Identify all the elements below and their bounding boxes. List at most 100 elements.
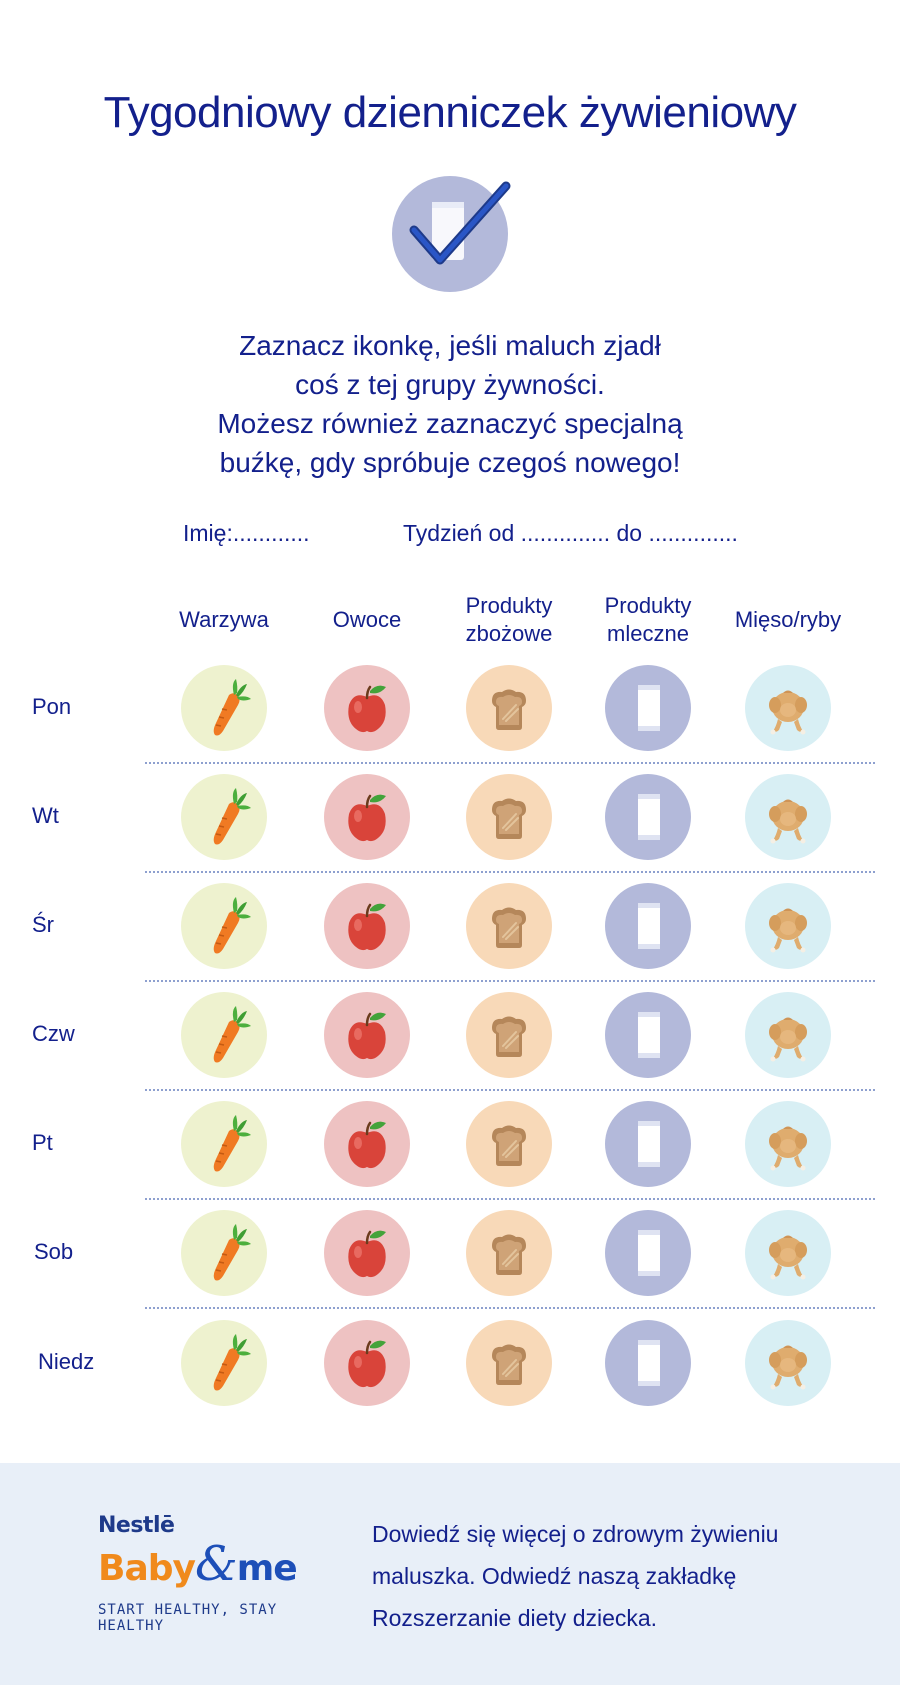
carrot-icon bbox=[213, 1334, 251, 1391]
week-field[interactable]: Tydzień od .............. do ...........… bbox=[403, 520, 738, 546]
row-divider bbox=[145, 762, 875, 764]
milk-glass-checkbox[interactable] bbox=[605, 665, 691, 751]
column-header-line: mleczne bbox=[607, 621, 689, 646]
carrot-icon bbox=[213, 1115, 251, 1172]
bread-checkbox[interactable] bbox=[466, 992, 552, 1078]
carrot-checkbox[interactable] bbox=[181, 1320, 267, 1406]
milk-glass-checkbox[interactable] bbox=[605, 883, 691, 969]
bread-icon bbox=[492, 798, 526, 839]
milk-glass-checkbox[interactable] bbox=[605, 1210, 691, 1296]
carrot-icon bbox=[213, 897, 251, 954]
carrot-checkbox[interactable] bbox=[181, 883, 267, 969]
instructions: Zaznacz ikonkę, jeśli maluch zjadł coś z… bbox=[150, 326, 750, 482]
chicken-checkbox[interactable] bbox=[745, 1320, 831, 1406]
apple-icon bbox=[348, 1012, 386, 1060]
carrot-icon bbox=[213, 1006, 251, 1063]
bread-icon bbox=[492, 1125, 526, 1166]
row-divider bbox=[145, 1198, 875, 1200]
apple-icon bbox=[348, 1230, 386, 1278]
day-label: Śr bbox=[32, 912, 54, 937]
instructions-line: coś z tej grupy żywności. bbox=[295, 369, 605, 400]
instructions-line: Zaznacz ikonkę, jeśli maluch zjadł bbox=[239, 330, 661, 361]
bread-icon bbox=[492, 689, 526, 730]
bread-checkbox[interactable] bbox=[466, 774, 552, 860]
milk-glass-checkbox[interactable] bbox=[605, 1101, 691, 1187]
footer: Nestlē Baby&me START HEALTHY, STAY HEALT… bbox=[0, 1463, 900, 1685]
chicken-icon bbox=[769, 1345, 807, 1390]
brand-me: me bbox=[236, 1548, 298, 1589]
column-header: Produkty mleczne bbox=[573, 592, 723, 648]
column-header-line: Produkty bbox=[465, 593, 553, 618]
apple-icon bbox=[348, 794, 386, 842]
chicken-checkbox[interactable] bbox=[745, 774, 831, 860]
brand-wordmark: Baby&me bbox=[98, 1536, 328, 1592]
milk-glass-checkbox[interactable] bbox=[605, 1320, 691, 1406]
chicken-checkbox[interactable] bbox=[745, 665, 831, 751]
milk-glass-icon bbox=[638, 1012, 660, 1058]
day-label: Czw bbox=[32, 1021, 75, 1046]
chicken-icon bbox=[769, 1017, 807, 1062]
column-header-line: Owoce bbox=[332, 607, 402, 632]
instructions-line: Możesz również zaznaczyć specjalną bbox=[217, 408, 683, 439]
column-header-line: Produkty bbox=[604, 593, 692, 618]
apple-checkbox[interactable] bbox=[324, 774, 410, 860]
carrot-checkbox[interactable] bbox=[181, 665, 267, 751]
bread-icon bbox=[492, 1344, 526, 1385]
milk-glass-icon bbox=[638, 794, 660, 840]
column-header: Warzywa bbox=[149, 606, 299, 634]
bread-checkbox[interactable] bbox=[466, 1101, 552, 1187]
row-divider bbox=[145, 1307, 875, 1309]
milk-glass-icon bbox=[638, 1121, 660, 1167]
chicken-checkbox[interactable] bbox=[745, 883, 831, 969]
apple-icon bbox=[348, 903, 386, 951]
carrot-checkbox[interactable] bbox=[181, 1101, 267, 1187]
milk-glass-icon bbox=[638, 1340, 660, 1386]
carrot-checkbox[interactable] bbox=[181, 774, 267, 860]
row-divider bbox=[145, 1089, 875, 1091]
apple-checkbox[interactable] bbox=[324, 1101, 410, 1187]
footer-text-line: Rozszerzanie diety dziecka. bbox=[372, 1605, 658, 1631]
carrot-icon bbox=[213, 679, 251, 736]
apple-checkbox[interactable] bbox=[324, 883, 410, 969]
chicken-checkbox[interactable] bbox=[745, 1101, 831, 1187]
carrot-icon bbox=[213, 788, 251, 845]
chicken-checkbox[interactable] bbox=[745, 992, 831, 1078]
milk-check-icon bbox=[388, 172, 512, 301]
carrot-checkbox[interactable] bbox=[181, 992, 267, 1078]
brand-nestle: Nestlē bbox=[98, 1513, 175, 1538]
apple-checkbox[interactable] bbox=[324, 665, 410, 751]
column-header: Produkty zbożowe bbox=[434, 592, 584, 648]
bread-checkbox[interactable] bbox=[466, 1320, 552, 1406]
name-field[interactable]: Imię:............ bbox=[183, 520, 310, 546]
apple-checkbox[interactable] bbox=[324, 992, 410, 1078]
bread-checkbox[interactable] bbox=[466, 1210, 552, 1296]
chicken-checkbox[interactable] bbox=[745, 1210, 831, 1296]
column-header-line: zbożowe bbox=[465, 621, 553, 646]
chicken-icon bbox=[769, 799, 807, 844]
day-label: Wt bbox=[32, 803, 59, 828]
bread-icon bbox=[492, 1234, 526, 1275]
nestle-baby-me-logo: Nestlē Baby&me START HEALTHY, STAY HEALT… bbox=[98, 1513, 328, 1634]
bread-checkbox[interactable] bbox=[466, 665, 552, 751]
milk-glass-checkbox[interactable] bbox=[605, 992, 691, 1078]
day-label: Niedz bbox=[38, 1349, 95, 1374]
chicken-icon bbox=[769, 1235, 807, 1280]
carrot-checkbox[interactable] bbox=[181, 1210, 267, 1296]
brand-tagline: START HEALTHY, STAY HEALTHY bbox=[98, 1602, 278, 1634]
apple-icon bbox=[348, 1121, 386, 1169]
row-divider bbox=[145, 871, 875, 873]
milk-glass-icon bbox=[638, 685, 660, 731]
bread-icon bbox=[492, 907, 526, 948]
apple-checkbox[interactable] bbox=[324, 1320, 410, 1406]
brand-baby: Baby bbox=[98, 1548, 196, 1589]
apple-icon bbox=[348, 1340, 386, 1388]
footer-text-line: maluszka. Odwiedź naszą zakładkę bbox=[372, 1563, 737, 1589]
milk-glass-checkbox[interactable] bbox=[605, 774, 691, 860]
footer-info-text: Dowiedź się więcej o zdrowym żywieniu ma… bbox=[372, 1513, 872, 1639]
day-label: Pt bbox=[32, 1130, 53, 1155]
apple-checkbox[interactable] bbox=[324, 1210, 410, 1296]
column-header: Owoce bbox=[292, 606, 442, 634]
column-header-line: Warzywa bbox=[179, 607, 269, 632]
day-label: Pon bbox=[32, 694, 72, 719]
bread-checkbox[interactable] bbox=[466, 883, 552, 969]
